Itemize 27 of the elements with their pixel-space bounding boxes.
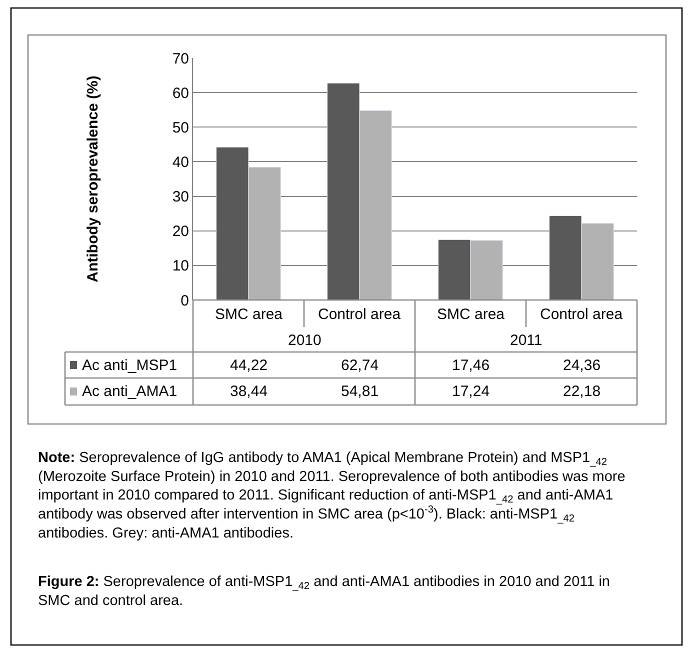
data-label: 38,44: [230, 383, 268, 400]
legend-label: Ac anti_AMA1: [82, 383, 178, 400]
y-tick-label: 20: [172, 223, 189, 240]
data-label: 44,22: [230, 357, 268, 374]
y-tick-label: 60: [172, 84, 189, 102]
y-tick-label: 10: [172, 258, 189, 275]
x-tick-label: Control area: [318, 306, 402, 323]
text: Figure 2: Seroprevalence of anti-MSP1$_{_42}$ and anti-AMA1 antibodies in 2010 and 2011 in SMC and control area.: [38, 574, 610, 609]
y-tick-label: 30: [172, 188, 189, 206]
y-tick-label: 0: [180, 292, 189, 310]
x-tick-label: SMC area: [215, 306, 284, 323]
data-label: 24,36: [563, 357, 601, 374]
data-label: 54,81: [341, 383, 379, 400]
y-tick-label: 50: [172, 119, 189, 136]
y-tick-label: 40: [172, 154, 189, 171]
data-label: 62,74: [341, 357, 379, 374]
legend-label: Ac anti_MSP1: [82, 357, 178, 374]
x-tick-label: Control area: [540, 306, 624, 323]
data-label: 17,46: [452, 357, 490, 374]
y-tick-label: 70: [172, 50, 189, 68]
text: 2010: [288, 332, 322, 349]
data-label: 22,18: [563, 383, 601, 400]
x-tick-label: SMC area: [437, 306, 506, 323]
y-axis-title: Antibody seroprevalence (%): [84, 76, 102, 282]
text: 2011: [510, 332, 542, 349]
text: Note: Seroprevalence of IgG antibody to AMA1 (Apical Membrane Protein) and MSP1$_{_42}$ (Merozoite Surface Protein) in 2010 and 2011. Seroprevalence of both antibodies was more important in 2010 compared to 2011. Significant reduction of anti-MSP1$_{_42}$ and anti-AMA1 antibody was observed after intervention in SMC area (p<10$^{-3}$). Black: anti-MSP1$_{_42}$ antibodies. Grey: anti-AMA1 antibodies.: [38, 450, 626, 542]
data-label: 17,24: [452, 383, 490, 400]
